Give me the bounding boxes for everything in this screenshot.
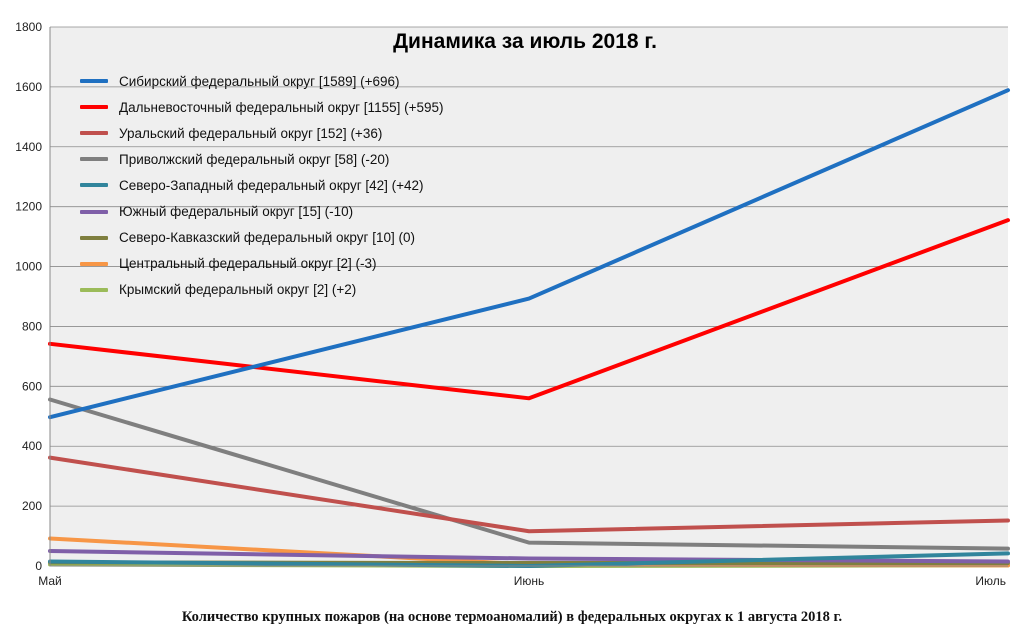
y-tick-label: 600 (22, 379, 42, 393)
series-line (48, 88, 1010, 420)
x-tick-label: Июнь (514, 574, 545, 588)
legend-swatch (80, 183, 108, 188)
legend-label: Северо-Кавказский федеральный округ [10]… (119, 230, 415, 246)
legend-item: Уральский федеральный округ [152] (+36) (80, 120, 444, 146)
y-tick-label: 1000 (15, 260, 42, 274)
legend: Сибирский федеральный округ [1589] (+696… (80, 68, 444, 303)
y-axis-tick-labels: 0 200 400 600 800 1000 1200 1400 1600 1800 (15, 20, 42, 573)
legend-label: Южный федеральный округ [15] (-10) (119, 204, 354, 220)
legend-label: Центральный федеральный округ [2] (-3) (119, 256, 377, 272)
legend-swatch (80, 157, 108, 162)
x-tick-label: Май (38, 574, 62, 588)
legend-item: Центральный федеральный округ [2] (-3) (80, 251, 444, 277)
legend-swatch (80, 235, 108, 240)
legend-label: Дальневосточный федеральный округ [1155]… (119, 99, 444, 115)
legend-label: Крымский федеральный округ [2] (+2) (119, 282, 357, 298)
legend-item: Южный федеральный округ [15] (-10) (80, 198, 444, 224)
line-chart: 0 200 400 600 800 1000 1200 1400 1600 1800 Май Июн… (15, 20, 1010, 588)
legend-item: Крымский федеральный округ [2] (+2) (80, 277, 444, 303)
legend-item: Северо-Западный федеральный округ [42] (… (80, 172, 444, 198)
gridlines (50, 26, 1008, 507)
x-axis-tick-labels: Май Июнь Июль (38, 574, 1006, 588)
x-tick-label: Июль (975, 574, 1006, 588)
legend-label: Приволжский федеральный округ [58] (-20) (119, 151, 390, 167)
series-line (48, 218, 1010, 401)
legend-item: Дальневосточный федеральный округ [1155]… (80, 94, 444, 120)
legend-swatch (80, 79, 108, 84)
legend-item: Приволжский федеральный округ [58] (-20) (80, 146, 444, 172)
legend-label: Уральский федеральный округ [152] (+36) (119, 125, 383, 141)
legend-item: Сибирский федеральный округ [1589] (+696… (80, 68, 444, 94)
y-tick-label: 200 (22, 499, 42, 513)
legend-item: Северо-Кавказский федеральный округ [10]… (80, 225, 444, 251)
series-line (48, 549, 1010, 564)
series-line (48, 397, 1010, 551)
legend-swatch (80, 261, 108, 266)
legend-swatch (80, 209, 108, 214)
legend-swatch (80, 131, 108, 136)
y-tick-label: 1600 (15, 80, 42, 94)
figure-caption: Количество крупных пожаров (на основе те… (181, 609, 843, 625)
chart-title: Динамика за июль 2018 г. (393, 30, 657, 53)
legend-label: Сибирский федеральный округ [1589] (+696… (119, 73, 400, 89)
y-tick-label: 1400 (15, 140, 42, 154)
series-line (48, 455, 1010, 534)
y-tick-label: 1200 (15, 200, 42, 214)
y-tick-label: 800 (22, 319, 42, 333)
y-tick-label: 0 (35, 559, 42, 573)
legend-label: Северо-Западный федеральный округ [42] (… (119, 177, 424, 193)
legend-swatch (80, 287, 108, 292)
series-lines (48, 88, 1010, 568)
legend-swatch (80, 105, 108, 110)
y-tick-label: 400 (22, 439, 42, 453)
y-tick-label: 1800 (15, 20, 42, 34)
